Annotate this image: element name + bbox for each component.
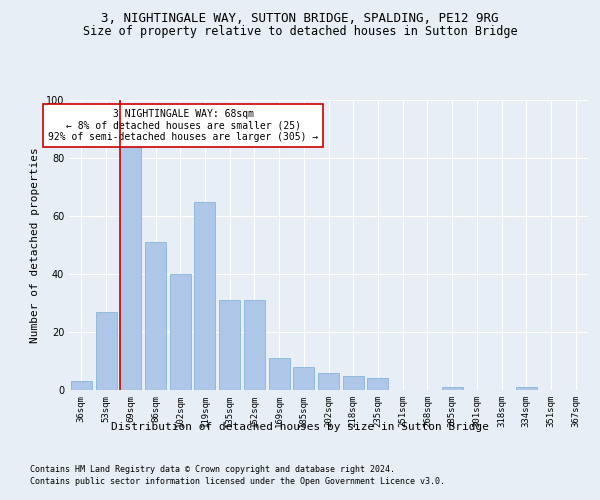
Bar: [318, 372, 339, 390]
Bar: [442, 387, 463, 390]
Bar: [71, 382, 92, 390]
Bar: [244, 300, 265, 390]
Bar: [516, 387, 537, 390]
Bar: [120, 146, 141, 390]
Text: Contains public sector information licensed under the Open Government Licence v3: Contains public sector information licen…: [30, 478, 445, 486]
Text: Distribution of detached houses by size in Sutton Bridge: Distribution of detached houses by size …: [111, 422, 489, 432]
Bar: [219, 300, 240, 390]
Bar: [293, 367, 314, 390]
Bar: [145, 242, 166, 390]
Bar: [367, 378, 388, 390]
Bar: [95, 312, 116, 390]
Text: 3 NIGHTINGALE WAY: 68sqm
← 8% of detached houses are smaller (25)
92% of semi-de: 3 NIGHTINGALE WAY: 68sqm ← 8% of detache…: [48, 108, 319, 142]
Text: 3, NIGHTINGALE WAY, SUTTON BRIDGE, SPALDING, PE12 9RG: 3, NIGHTINGALE WAY, SUTTON BRIDGE, SPALD…: [101, 12, 499, 26]
Text: Size of property relative to detached houses in Sutton Bridge: Size of property relative to detached ho…: [83, 25, 517, 38]
Bar: [343, 376, 364, 390]
Y-axis label: Number of detached properties: Number of detached properties: [30, 147, 40, 343]
Text: Contains HM Land Registry data © Crown copyright and database right 2024.: Contains HM Land Registry data © Crown c…: [30, 465, 395, 474]
Bar: [194, 202, 215, 390]
Bar: [170, 274, 191, 390]
Bar: [269, 358, 290, 390]
